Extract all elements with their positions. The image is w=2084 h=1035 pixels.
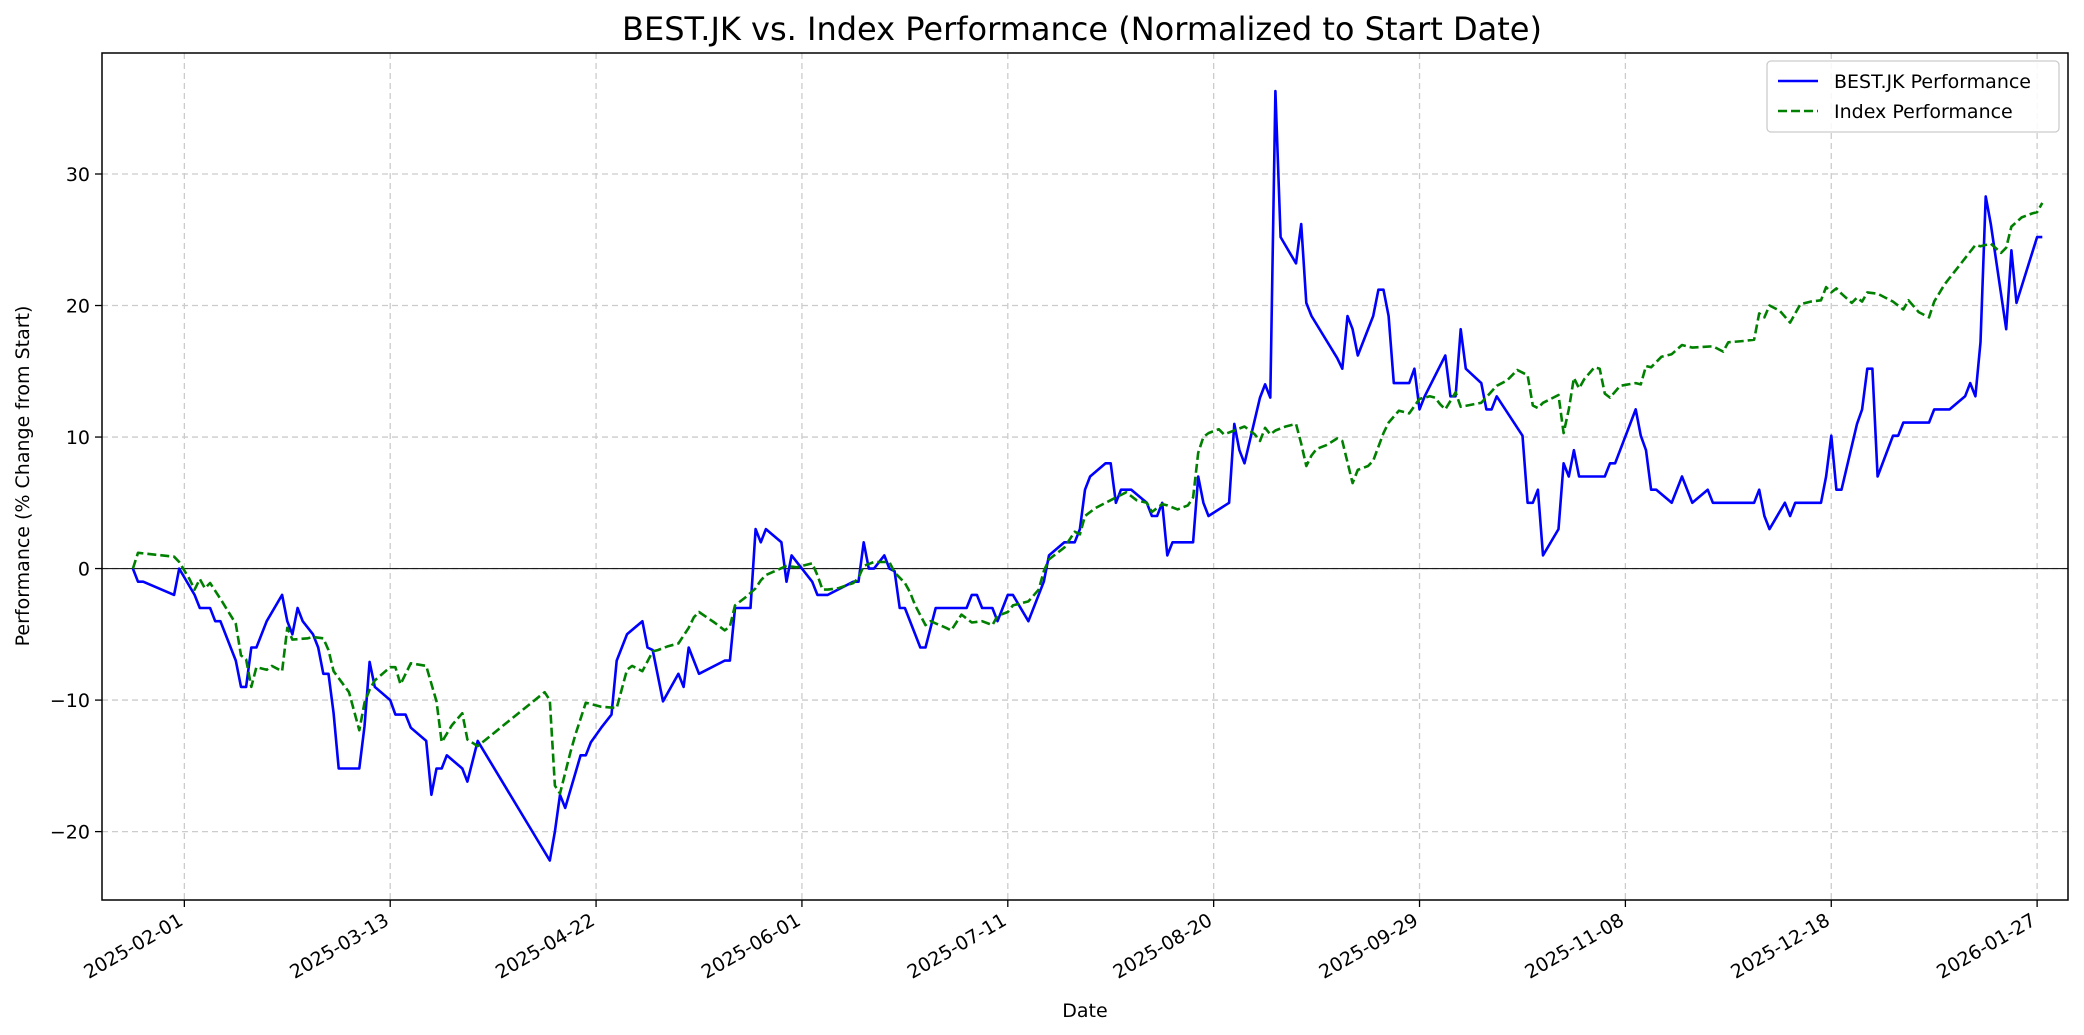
- y-tick-label: 10: [66, 427, 90, 449]
- legend-label-index: Index Performance: [1834, 101, 2013, 123]
- y-tick-label: −20: [50, 822, 90, 844]
- legend: BEST.JK Performance Index Performance: [1766, 60, 2060, 133]
- series-line-best-jk: [131, 89, 2043, 862]
- y-axis-ticks: −20 −10 0 10 20 30: [50, 164, 102, 844]
- y-tick-label: 30: [66, 164, 90, 186]
- series-group: [131, 89, 2044, 862]
- x-axis-label: Date: [1062, 1000, 1107, 1022]
- legend-label-best-jk: BEST.JK Performance: [1834, 71, 2031, 93]
- legend-box: [1766, 60, 2060, 133]
- y-tick-label: 20: [66, 296, 90, 318]
- plot-frame: [101, 52, 2069, 901]
- series-line-index: [131, 202, 2044, 795]
- chart-title: BEST.JK vs. Index Performance (Normalize…: [622, 10, 1542, 48]
- y-axis-label: Performance (% Change from Start): [12, 306, 34, 647]
- y-tick-label: 0: [78, 559, 90, 581]
- y-tick-label: −10: [50, 690, 90, 712]
